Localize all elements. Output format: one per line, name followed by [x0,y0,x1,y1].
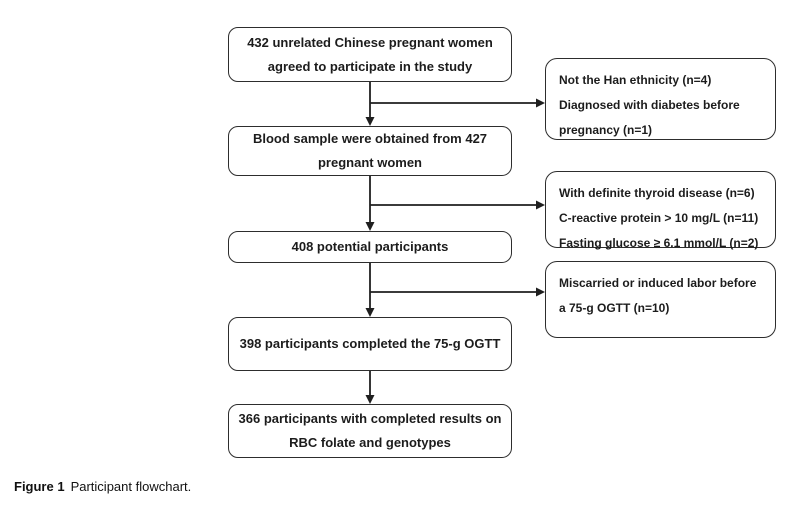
figure-caption: Figure 1 Participant flowchart. [14,479,191,494]
exclusion-line: pregnancy (n=1) [559,123,653,137]
exclusion-line: C-reactive protein > 10 mg/L (n=11) [559,211,759,225]
flow-box-ogtt-398: 398 participants completed the 75-g OGTT [228,317,512,371]
exclusion-line: Fasting glucose ≥ 6.1 mmol/L (n=2) [559,236,759,250]
figure-caption-label: Figure 1 [14,479,65,494]
exclusion-line: With definite thyroid disease (n=6) [559,186,755,200]
flow-box-text: 366 participants with completed results … [238,411,502,450]
exclusion-line: Diagnosed with diabetes before [559,98,740,112]
flow-box-text: Blood sample were obtained from 427 preg… [252,131,488,170]
exclusion-box-miscarried: Miscarried or induced labor before a 75-… [545,261,776,338]
exclusion-box-thyroid-crp-glucose: With definite thyroid disease (n=6) C-re… [545,171,776,250]
flow-box-results-366: 366 participants with completed results … [228,404,512,458]
exclusion-line: a 75-g OGTT (n=10) [559,301,670,315]
flow-box-potential-408: 408 potential participants [228,231,512,263]
flow-box-text: 398 participants completed the 75-g OGTT [239,336,501,351]
exclusion-line: Miscarried or induced labor before [559,276,757,290]
flow-box-blood-427: Blood sample were obtained from 427 preg… [228,126,512,176]
flow-box-text: 432 unrelated Chinese pregnant women agr… [247,34,493,74]
exclusion-box-ethnicity-diabetes: Not the Han ethnicity (n=4) Diagnosed wi… [545,58,776,140]
flow-box-agreed-432: 432 unrelated Chinese pregnant women agr… [228,27,512,82]
figure-caption-text: Participant flowchart. [70,479,192,494]
exclusion-line: Not the Han ethnicity (n=4) [559,73,712,87]
flow-box-text: 408 potential participants [291,239,449,254]
